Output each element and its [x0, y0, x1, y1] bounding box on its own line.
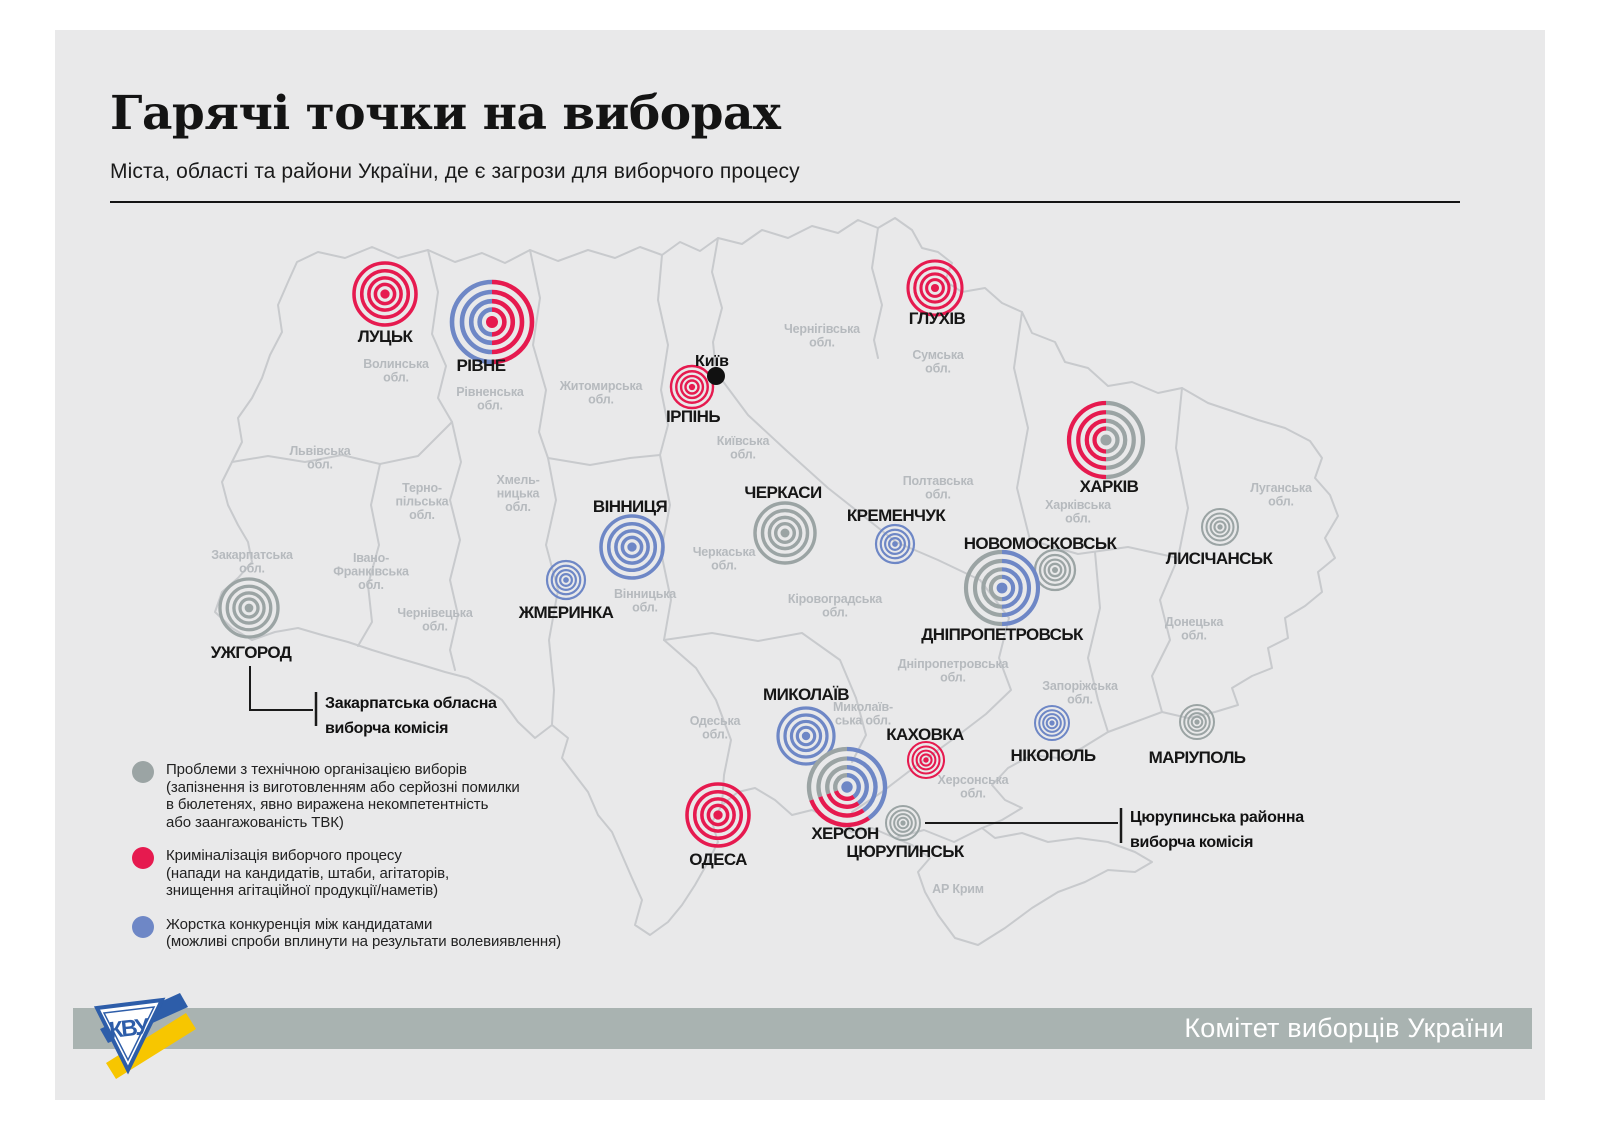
legend-item-criminalization: Криміналізація виборчого процесу (напади…: [132, 847, 612, 900]
kvu-logo: КВУ: [93, 993, 196, 1079]
callout-zakarpattia-commission: Закарпатська обласна виборча комісія: [325, 695, 497, 737]
legend-dot-gray: [132, 761, 154, 783]
footer-org-name: Комітет виборців України: [1184, 1013, 1504, 1043]
header-divider: [110, 201, 1460, 203]
legend-text: Криміналізація виборчого процесу (напади…: [166, 847, 450, 899]
legend-item-technical-problems: Проблеми з технічною організацією виборі…: [132, 761, 612, 831]
legend-item-competition: Жорстка конкуренція між кандидатами (мож…: [132, 915, 612, 951]
logo-text: КВУ: [108, 1013, 151, 1043]
legend-dot-red: [132, 847, 154, 869]
legend-text: Жорстка конкуренція між кандидатами (мож…: [166, 915, 562, 951]
logo-triangle: [93, 997, 166, 1075]
callout-tsyurupynsk-commission: Цюрупинська районна виборча комісія: [1130, 809, 1304, 851]
logo-triangle-inner: [102, 1006, 156, 1062]
footer-bar: Комітет виборців України: [73, 1008, 1532, 1049]
legend-dot-blue: [132, 915, 154, 938]
legend: Проблеми з технічною організацією виборі…: [132, 761, 612, 967]
page-subtitle: Міста, області та райони України, де є з…: [110, 160, 800, 183]
legend-text: Проблеми з технічною організацією виборі…: [166, 761, 520, 831]
page-title: Гарячі точки на виборах: [110, 86, 781, 141]
